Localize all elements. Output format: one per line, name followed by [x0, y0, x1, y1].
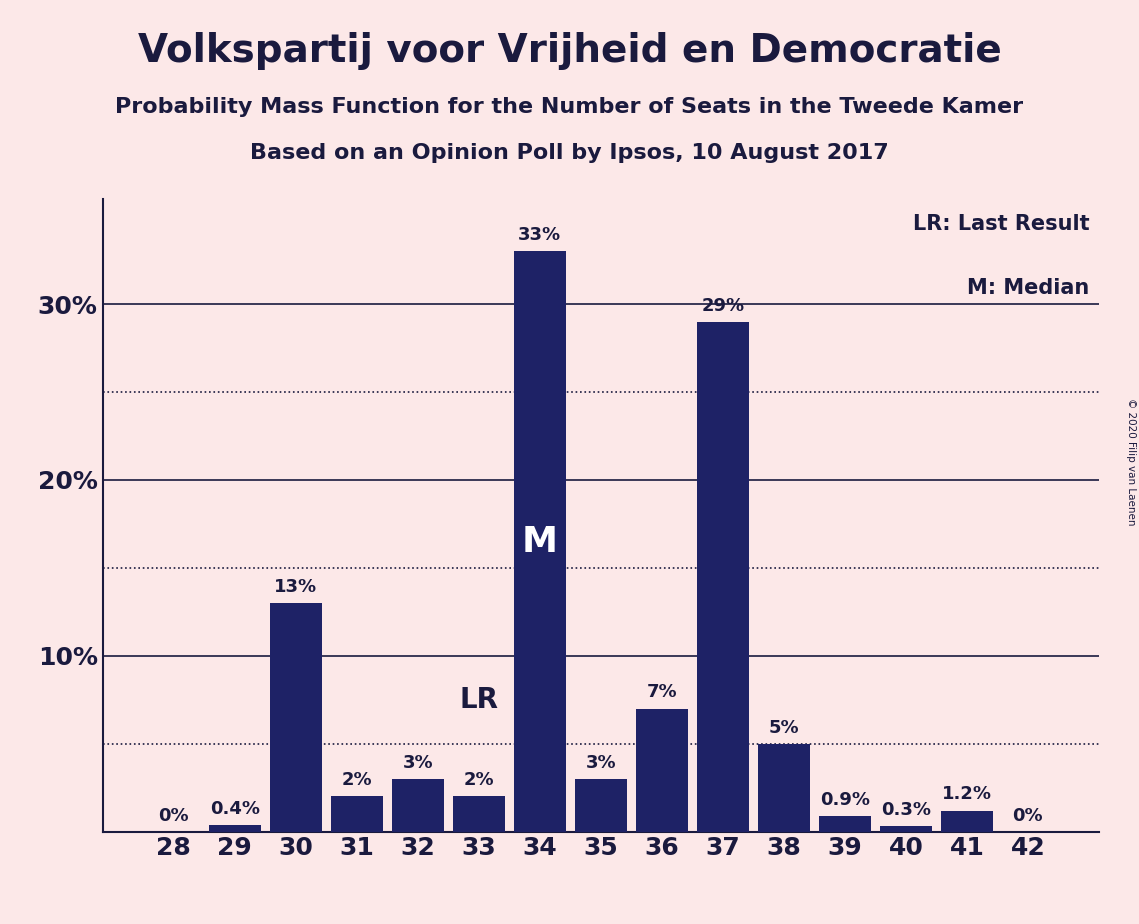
Text: M: Median: M: Median [967, 278, 1089, 298]
Bar [697, 322, 748, 832]
Text: © 2020 Filip van Laenen: © 2020 Filip van Laenen [1126, 398, 1136, 526]
Text: 29%: 29% [702, 297, 745, 315]
Text: Probability Mass Function for the Number of Seats in the Tweede Kamer: Probability Mass Function for the Number… [115, 97, 1024, 117]
Bar [330, 796, 383, 832]
Text: 0.4%: 0.4% [210, 799, 260, 818]
Text: M: M [522, 525, 558, 558]
Bar [941, 810, 993, 832]
Text: 7%: 7% [647, 684, 678, 701]
Text: 0%: 0% [158, 807, 189, 824]
Bar [636, 709, 688, 832]
Bar [270, 603, 321, 832]
Text: 3%: 3% [585, 754, 616, 772]
Text: 0.9%: 0.9% [820, 791, 870, 808]
Bar [208, 824, 261, 832]
Text: 13%: 13% [274, 578, 318, 596]
Text: LR: LR [459, 686, 498, 713]
Text: 0.3%: 0.3% [880, 801, 931, 820]
Text: 5%: 5% [769, 719, 800, 736]
Bar [819, 816, 871, 832]
Bar [453, 796, 505, 832]
Text: LR: Last Result: LR: Last Result [912, 214, 1089, 235]
Bar [514, 251, 566, 832]
Bar [575, 779, 626, 832]
Bar [392, 779, 444, 832]
Text: Based on an Opinion Poll by Ipsos, 10 August 2017: Based on an Opinion Poll by Ipsos, 10 Au… [251, 143, 888, 164]
Text: 1.2%: 1.2% [942, 785, 992, 804]
Text: 0%: 0% [1013, 807, 1043, 824]
Text: 3%: 3% [402, 754, 433, 772]
Text: 2%: 2% [464, 772, 494, 789]
Text: 2%: 2% [342, 772, 372, 789]
Bar [880, 826, 932, 832]
Text: Volkspartij voor Vrijheid en Democratie: Volkspartij voor Vrijheid en Democratie [138, 32, 1001, 70]
Text: 33%: 33% [518, 226, 562, 244]
Bar [757, 744, 810, 832]
